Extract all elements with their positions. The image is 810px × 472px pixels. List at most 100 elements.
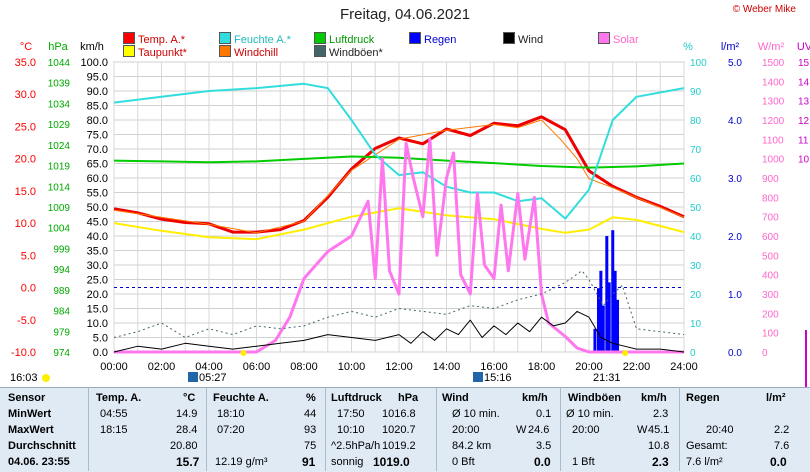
y-tick-label-pct: 70 [690,145,702,156]
y-tick-label-rain: 4.0 [728,116,742,127]
row-header-min: MinWert [8,408,52,420]
press-min: 1016.8 [382,408,416,420]
y-tick-label-kmh: 30.0 [87,260,108,272]
y-tick-label-hpa: 974 [53,348,70,359]
x-tick-label: 12:00 [385,361,413,373]
legend-humidity: Feuchte A.* [219,32,291,46]
hum-current: 91 [302,455,316,469]
sunset-time: 21:31 [593,372,621,384]
series-line-luftdruck [113,155,685,169]
y-tick-label-uv: 14 [798,77,810,88]
axis-unit-hpa: hPa [48,41,68,53]
y-tick-label-hpa: 984 [53,307,70,318]
gust-avg10-label: Ø 10 min. [566,408,614,420]
wind-avg10: 0.1 [536,408,552,420]
axis-unit-rain: l/m² [721,41,740,53]
y-tick-label-kmh: 65.0 [87,159,108,171]
y-tick-label-pct: 30 [690,261,702,272]
legend-swatch [123,32,135,44]
x-tick-label: 22:00 [623,361,651,373]
hum-absolute: 12.19 g/m³ [215,456,268,468]
y-tick-label-uv: 12 [798,116,810,127]
legend-temp: Temp. A.* [123,32,185,46]
axis-unit-solar: W/m² [758,41,785,53]
gust-unit: km/h [641,392,667,404]
rain-bar [605,236,609,352]
y-tick-label-uv: 15 [798,58,810,69]
x-tick-label: 18:00 [528,361,556,373]
hum-avg: 75 [304,440,317,452]
gust-header: Windböen [568,392,622,404]
y-tick-label-hpa: 1039 [48,79,71,90]
temp-min: 14.9 [176,408,198,420]
axis-unit-pct: % [683,41,693,53]
legend-label: Solar [613,34,639,46]
moon-time-left-label: 16:03 [10,372,38,384]
y-tick-label-rain: 1.0 [728,290,742,301]
moon-mid-label: 15:16 [484,372,512,384]
y-tick-label-pct: 100 [690,58,707,69]
y-tick-label-hpa: 1009 [48,203,71,214]
x-tick-label: 16:00 [480,361,508,373]
gust-max: 45.1 [648,424,670,436]
y-tick-label-solar: 600 [762,232,779,243]
legend-swatch [123,45,135,57]
y-tick-label-kmh: 15.0 [87,304,108,316]
y-tick-label-temp: 25.0 [15,121,36,133]
legend-swatch [314,45,326,57]
series-line-windchill [113,119,685,234]
moon-icon [41,374,50,382]
y-tick-label-kmh: 0.0 [93,347,108,359]
copyright: © Weber Mike [732,4,796,15]
legend-swatch [219,45,231,57]
y-tick-label-kmh: 95.0 [87,72,108,84]
legend-gusts: Windböen* [314,45,383,59]
axis-unit-temp: °C [20,41,32,53]
wind-avg: 3.5 [536,440,552,452]
y-tick-label-hpa: 994 [53,265,70,276]
y-tick-label-pct: 90 [690,87,702,98]
y-tick-label-temp: 30.0 [15,89,36,101]
y-tick-label-pct: 80 [690,116,702,127]
rain-bar [599,270,603,352]
rain-header: Regen [686,392,720,404]
y-tick-label-rain: 5.0 [728,58,742,69]
x-tick-label: 08:00 [290,361,318,373]
y-tick-label-kmh: 50.0 [87,202,108,214]
gust-max-time: 20:00 [572,424,600,436]
y-tick-label-uv: 13 [798,97,810,108]
rain-total-amount: 7.6 l/m² [686,456,723,468]
wind-current: 0.0 [534,455,551,469]
row-header-current: 04.06. 23:55 [8,456,70,468]
y-tick-label-pct: 50 [690,203,702,214]
rain-unit: l/m² [766,392,786,404]
y-tick-label-solar: 800 [762,193,779,204]
y-tick-label-kmh: 5.0 [93,333,108,345]
x-tick-label: 24:00 [670,361,698,373]
rain-bar [597,288,600,352]
y-tick-label-hpa: 989 [53,286,70,297]
wind-bft: 0 Bft [452,456,475,468]
hum-header: Feuchte A. [213,392,269,404]
press-unit: hPa [398,392,419,404]
sunrise-marker [240,350,247,356]
temp-max-time: 18:15 [100,424,128,436]
rain-max: 2.2 [774,424,790,436]
moon-time-left: 16:03 [10,372,50,384]
stats-divider [679,387,680,471]
y-tick-label-hpa: 1004 [48,224,71,235]
rain-current: 0.0 [770,455,787,469]
wind-max-dir: W [516,424,527,436]
y-tick-label-kmh: 75.0 [87,130,108,142]
rain-bar [616,299,619,352]
sunrise-label: 05:27 [199,372,227,384]
press-max: 1020.7 [382,424,416,436]
y-tick-label-solar: 400 [762,271,779,282]
stats-divider [325,387,326,471]
y-tick-label-pct: 20 [690,290,702,301]
y-tick-label-solar: 300 [762,290,779,301]
legend-swatch [503,32,515,44]
y-tick-label-kmh: 100.0 [80,57,108,69]
y-tick-label-temp: -10.0 [11,347,36,359]
legend-swatch [219,32,231,44]
